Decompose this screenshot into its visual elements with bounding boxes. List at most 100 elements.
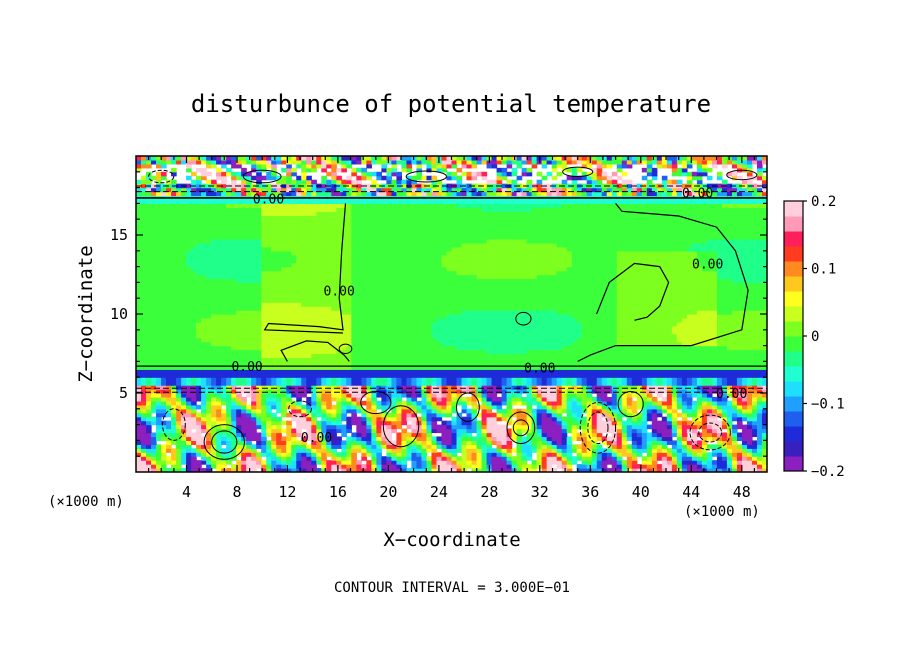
field-cell — [666, 400, 673, 406]
field-cell — [331, 420, 337, 426]
field-cell — [581, 353, 588, 359]
field-cell — [696, 361, 703, 366]
field-cell — [496, 464, 503, 469]
field-cell — [551, 349, 558, 355]
field-cell — [566, 349, 573, 355]
field-cell — [696, 404, 703, 410]
field-cell — [586, 393, 593, 398]
field-cell — [701, 424, 708, 430]
field-cell — [346, 377, 352, 382]
field-cell — [451, 400, 458, 406]
field-cell — [651, 460, 658, 465]
field-cell — [496, 314, 503, 319]
field-cell — [721, 345, 728, 351]
field-cell — [636, 448, 643, 453]
field-cell — [361, 377, 367, 382]
field-cell — [676, 365, 683, 370]
field-cell — [736, 337, 743, 343]
field-cell — [481, 436, 488, 441]
field-cell — [266, 404, 272, 410]
field-cell — [571, 357, 578, 362]
field-cell — [176, 416, 182, 422]
field-cell — [561, 468, 568, 472]
field-cell — [151, 452, 157, 457]
field-cell — [491, 353, 498, 359]
field-cell — [401, 381, 408, 386]
field-cell — [281, 389, 287, 394]
field-cell — [151, 436, 157, 441]
field-cell — [176, 329, 182, 335]
field-cell — [296, 389, 302, 394]
field-cell — [341, 456, 347, 461]
field-cell — [211, 381, 217, 386]
field-cell — [586, 428, 593, 434]
field-cell — [186, 314, 192, 319]
field-cell — [316, 385, 322, 390]
field-cell — [191, 381, 197, 386]
field-cell — [136, 325, 142, 331]
field-cell — [436, 369, 443, 374]
field-cell — [241, 440, 247, 445]
field-cell — [441, 337, 448, 343]
field-cell — [366, 428, 372, 434]
field-cell — [621, 436, 628, 441]
field-cell — [331, 408, 337, 414]
field-cell — [251, 345, 257, 351]
field-cell — [371, 365, 377, 370]
field-cell — [741, 456, 748, 461]
field-cell — [436, 389, 443, 394]
field-cell — [291, 314, 297, 319]
field-cell — [561, 310, 568, 315]
field-cell — [231, 396, 237, 402]
field-cell — [381, 385, 387, 390]
field-cell — [471, 440, 478, 445]
field-cell — [306, 317, 312, 323]
field-cell — [521, 329, 528, 335]
field-cell — [466, 424, 473, 430]
field-cell — [741, 314, 748, 319]
field-cell — [621, 349, 628, 355]
field-cell — [511, 396, 518, 402]
field-cell — [491, 424, 498, 430]
field-cell — [276, 341, 282, 347]
field-cell — [391, 416, 398, 422]
field-cell — [231, 361, 237, 366]
field-cell — [381, 337, 387, 343]
field-cell — [156, 460, 162, 465]
field-cell — [741, 377, 748, 382]
field-cell — [731, 353, 738, 359]
field-cell — [486, 369, 493, 374]
field-cell — [181, 444, 187, 449]
field-cell — [716, 444, 723, 449]
field-cell — [286, 310, 292, 315]
field-cell — [686, 325, 693, 331]
field-cell — [511, 377, 518, 382]
field-cell — [496, 317, 503, 323]
field-cell — [186, 393, 192, 398]
field-cell — [406, 400, 413, 406]
field-cell — [246, 460, 252, 465]
field-cell — [301, 424, 307, 430]
field-cell — [201, 317, 207, 323]
field-cell — [216, 317, 222, 323]
field-cell — [471, 365, 478, 370]
field-cell — [306, 333, 312, 339]
field-cell — [281, 460, 287, 465]
field-cell — [566, 341, 573, 347]
field-cell — [171, 464, 177, 469]
field-cell — [226, 424, 232, 430]
field-cell — [186, 420, 192, 426]
field-cell — [271, 341, 277, 347]
field-cell — [546, 420, 553, 426]
field-cell — [446, 456, 453, 461]
field-cell — [676, 396, 683, 402]
field-cell — [361, 314, 367, 319]
field-cell — [721, 337, 728, 343]
field-cell — [411, 321, 418, 327]
field-cell — [671, 369, 678, 374]
field-cell — [621, 345, 628, 351]
field-cell — [361, 428, 367, 434]
field-cell — [621, 325, 628, 331]
field-cell — [296, 404, 302, 410]
field-cell — [241, 357, 247, 362]
